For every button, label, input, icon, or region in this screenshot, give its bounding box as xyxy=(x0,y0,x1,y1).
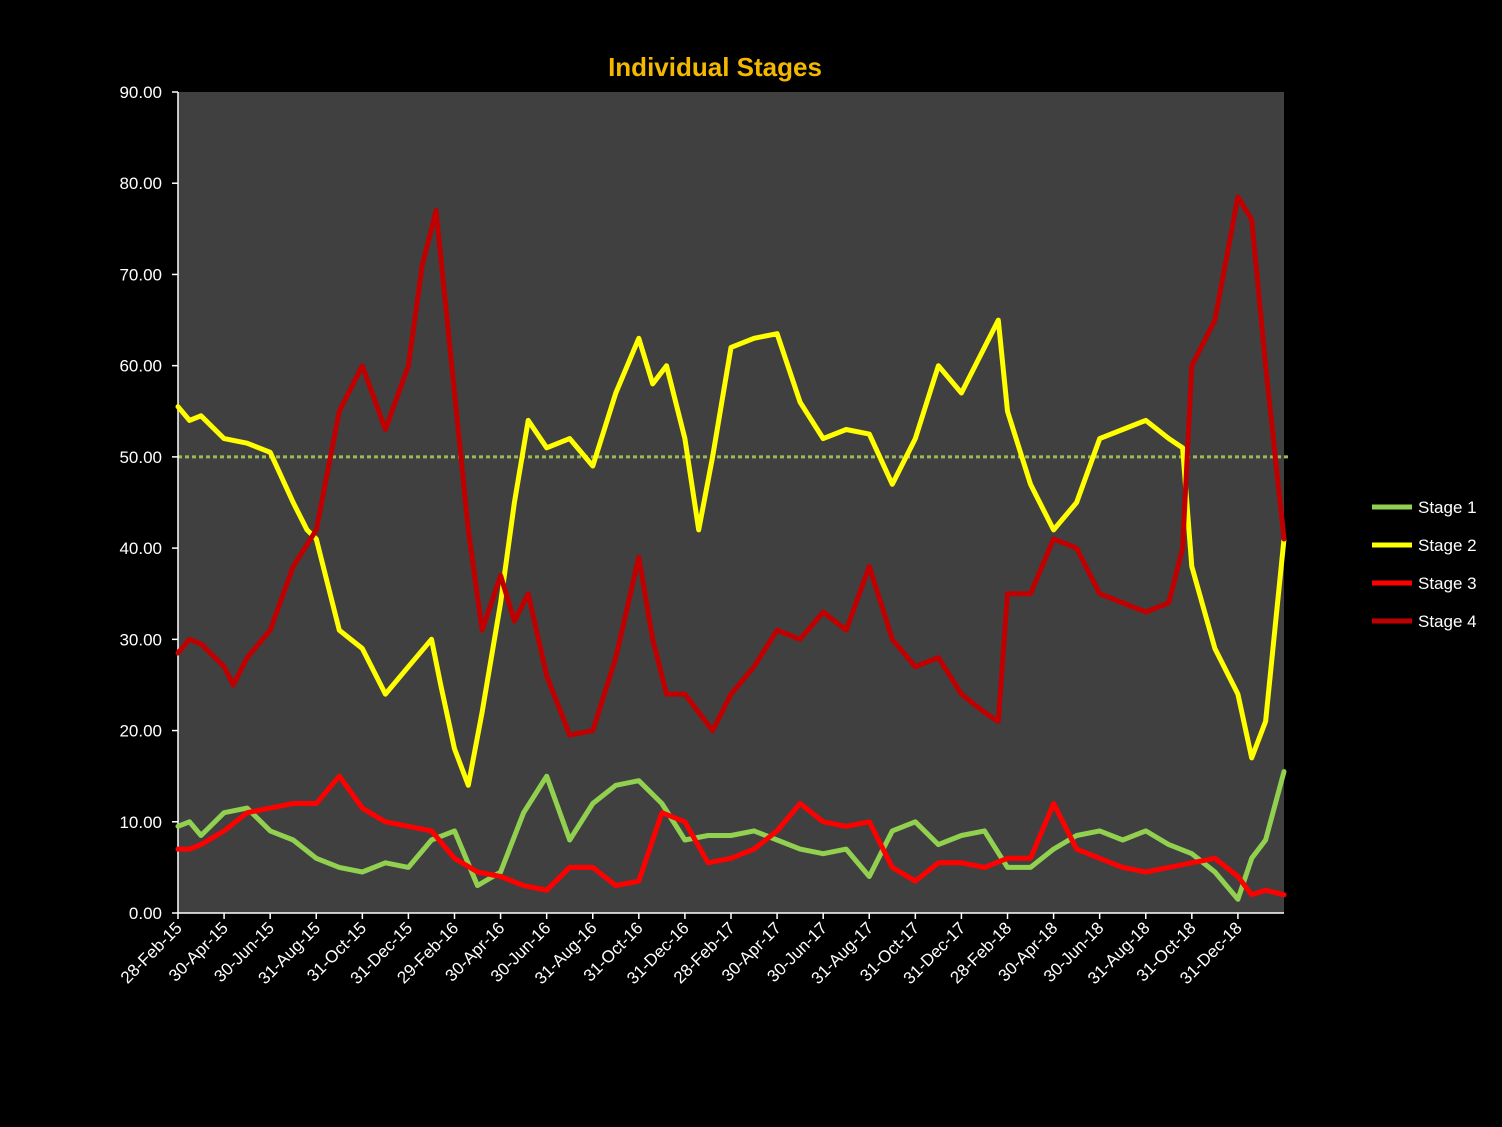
y-tick-label: 80.00 xyxy=(119,174,162,193)
y-tick-label: 60.00 xyxy=(119,357,162,376)
y-tick-label: 30.00 xyxy=(119,630,162,649)
y-tick-label: 90.00 xyxy=(119,83,162,102)
legend-label-stage-1: Stage 1 xyxy=(1418,498,1477,517)
legend: Stage 1 Stage 2 Stage 3 Stage 4 xyxy=(1372,498,1477,631)
y-tick-label: 40.00 xyxy=(119,539,162,558)
y-tick-label: 0.00 xyxy=(129,904,162,923)
legend-label-stage-3: Stage 3 xyxy=(1418,574,1477,593)
series-line-stage-3 xyxy=(175,773,1287,898)
series-line-stage-4 xyxy=(175,194,1287,738)
y-axis: 0.00 10.00 20.00 30.00 40.00 50.00 60.00 70.00 8… xyxy=(119,83,179,923)
series-line-stage-1 xyxy=(175,769,1287,902)
y-tick-label: 20.00 xyxy=(119,722,162,741)
plot-area xyxy=(178,92,1284,913)
legend-label-stage-4: Stage 4 xyxy=(1418,612,1477,631)
y-tick-label: 70.00 xyxy=(119,265,162,284)
legend-label-stage-2: Stage 2 xyxy=(1418,536,1477,555)
chart-title: Individual Stages xyxy=(608,52,822,82)
series-line-stage-2 xyxy=(175,317,1287,788)
series-layer xyxy=(175,194,1287,902)
y-tick-label: 50.00 xyxy=(119,448,162,467)
y-tick-label: 10.00 xyxy=(119,813,162,832)
